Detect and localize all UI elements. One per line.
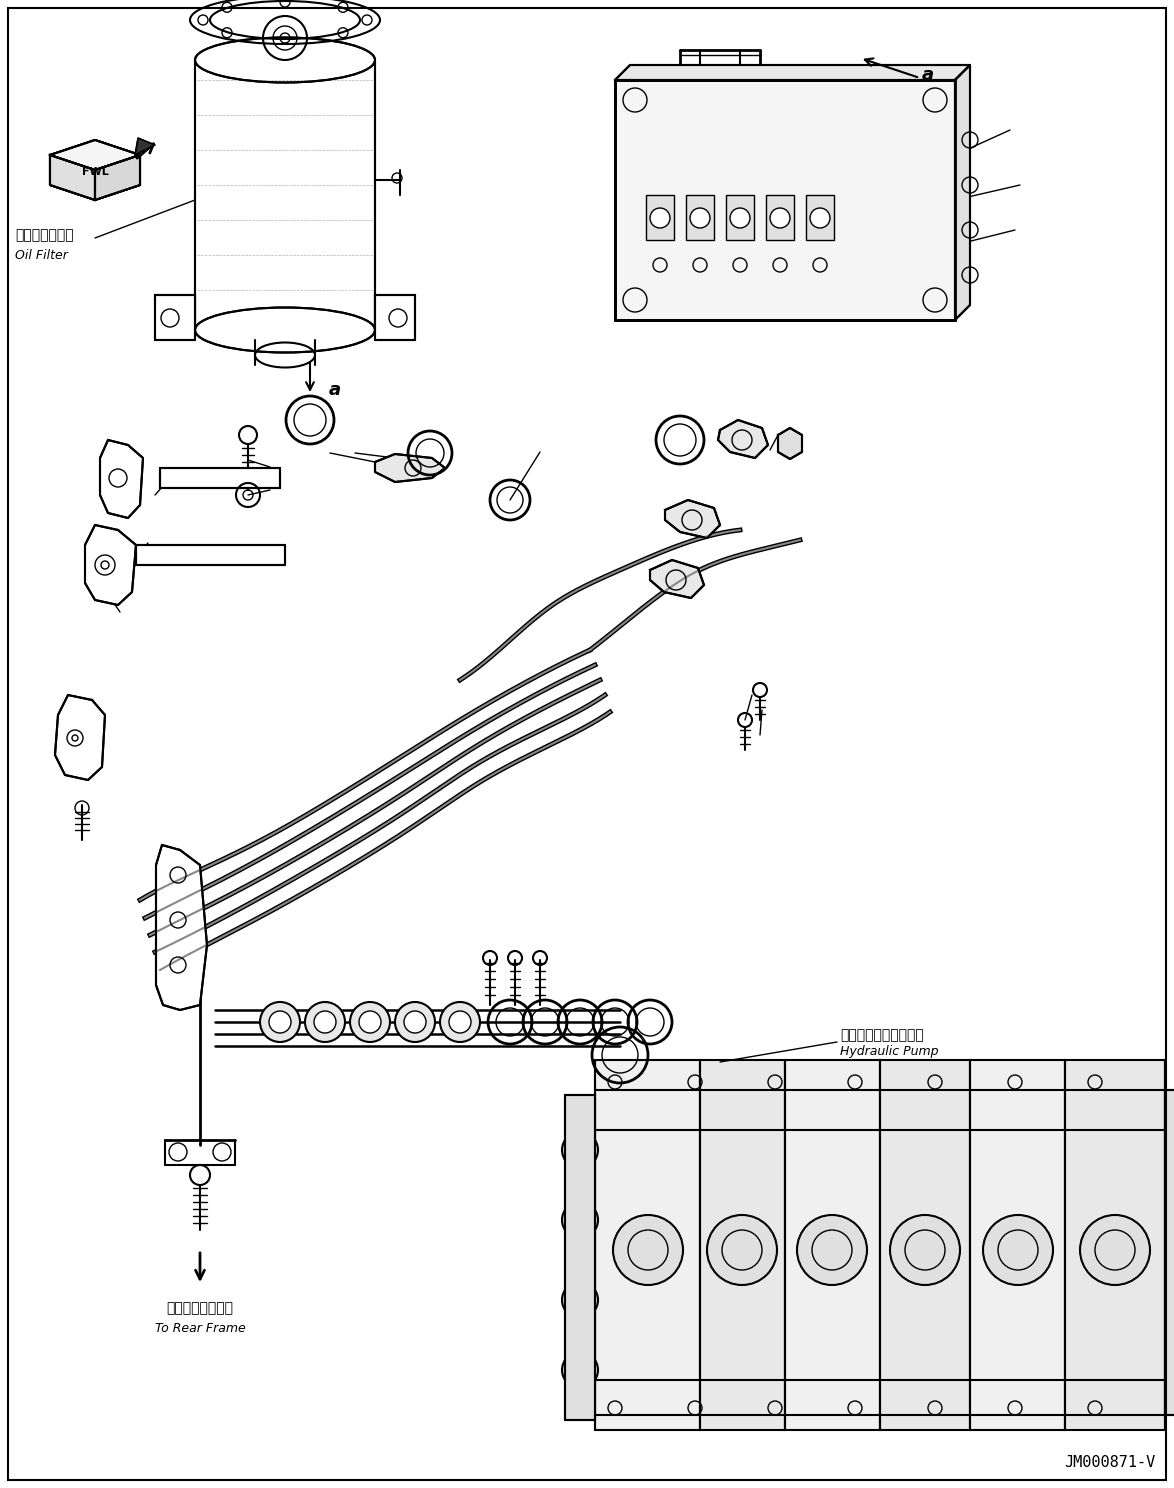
Polygon shape	[650, 559, 704, 598]
Bar	[726, 195, 754, 240]
Circle shape	[305, 1001, 345, 1042]
Circle shape	[404, 1010, 426, 1033]
Polygon shape	[615, 80, 954, 320]
Circle shape	[810, 208, 830, 228]
Circle shape	[730, 208, 750, 228]
Polygon shape	[136, 545, 285, 565]
Circle shape	[269, 1010, 291, 1033]
Circle shape	[613, 1216, 683, 1286]
Bar	[595, 1059, 700, 1430]
Bar	[1065, 1059, 1165, 1430]
Polygon shape	[375, 454, 445, 482]
Bar	[765, 195, 794, 240]
Circle shape	[562, 1202, 598, 1238]
Bar	[880, 1059, 970, 1430]
Circle shape	[797, 1216, 868, 1286]
Text: To Rear Frame: To Rear Frame	[155, 1321, 245, 1335]
Polygon shape	[375, 295, 414, 339]
Circle shape	[359, 1010, 382, 1033]
Polygon shape	[50, 140, 140, 170]
Circle shape	[394, 1001, 436, 1042]
Polygon shape	[778, 429, 802, 458]
Circle shape	[440, 1001, 480, 1042]
Circle shape	[562, 1283, 598, 1318]
Circle shape	[313, 1010, 336, 1033]
Polygon shape	[155, 295, 195, 339]
Bar	[195, 60, 375, 330]
Text: オイルフィルタ: オイルフィルタ	[15, 228, 74, 243]
Circle shape	[983, 1216, 1053, 1286]
Text: a: a	[329, 381, 342, 399]
Circle shape	[650, 208, 670, 228]
Text: JM000871-V: JM000871-V	[1064, 1455, 1155, 1470]
Text: Oil Filter: Oil Filter	[15, 248, 68, 262]
Bar	[700, 1059, 785, 1430]
Polygon shape	[50, 155, 95, 199]
Circle shape	[770, 208, 790, 228]
Text: リヤーフレームへ: リヤーフレームへ	[167, 1301, 234, 1315]
Text: ハイドロリックポンプ: ハイドロリックポンプ	[841, 1028, 924, 1042]
Circle shape	[707, 1216, 777, 1286]
Polygon shape	[1165, 1091, 1174, 1415]
Circle shape	[448, 1010, 471, 1033]
Text: FWL: FWL	[82, 167, 108, 177]
Circle shape	[690, 208, 710, 228]
Polygon shape	[160, 469, 281, 488]
Text: Hydraulic Pump: Hydraulic Pump	[841, 1046, 938, 1058]
Bar	[807, 195, 834, 240]
Circle shape	[562, 1353, 598, 1388]
Text: a: a	[922, 65, 935, 83]
Polygon shape	[156, 845, 207, 1010]
Polygon shape	[615, 65, 970, 80]
Polygon shape	[954, 65, 970, 320]
Circle shape	[1080, 1216, 1151, 1286]
Polygon shape	[718, 420, 768, 458]
Polygon shape	[55, 695, 104, 780]
Bar	[785, 1059, 880, 1430]
Bar	[646, 195, 674, 240]
Bar	[970, 1059, 1065, 1430]
Circle shape	[259, 1001, 301, 1042]
Polygon shape	[664, 500, 720, 539]
Polygon shape	[95, 155, 140, 199]
Polygon shape	[135, 138, 155, 155]
Polygon shape	[565, 1095, 595, 1420]
Polygon shape	[85, 525, 136, 606]
Circle shape	[562, 1132, 598, 1168]
Bar	[686, 195, 714, 240]
Polygon shape	[50, 140, 140, 199]
Polygon shape	[100, 440, 143, 518]
Circle shape	[890, 1216, 960, 1286]
Circle shape	[350, 1001, 390, 1042]
